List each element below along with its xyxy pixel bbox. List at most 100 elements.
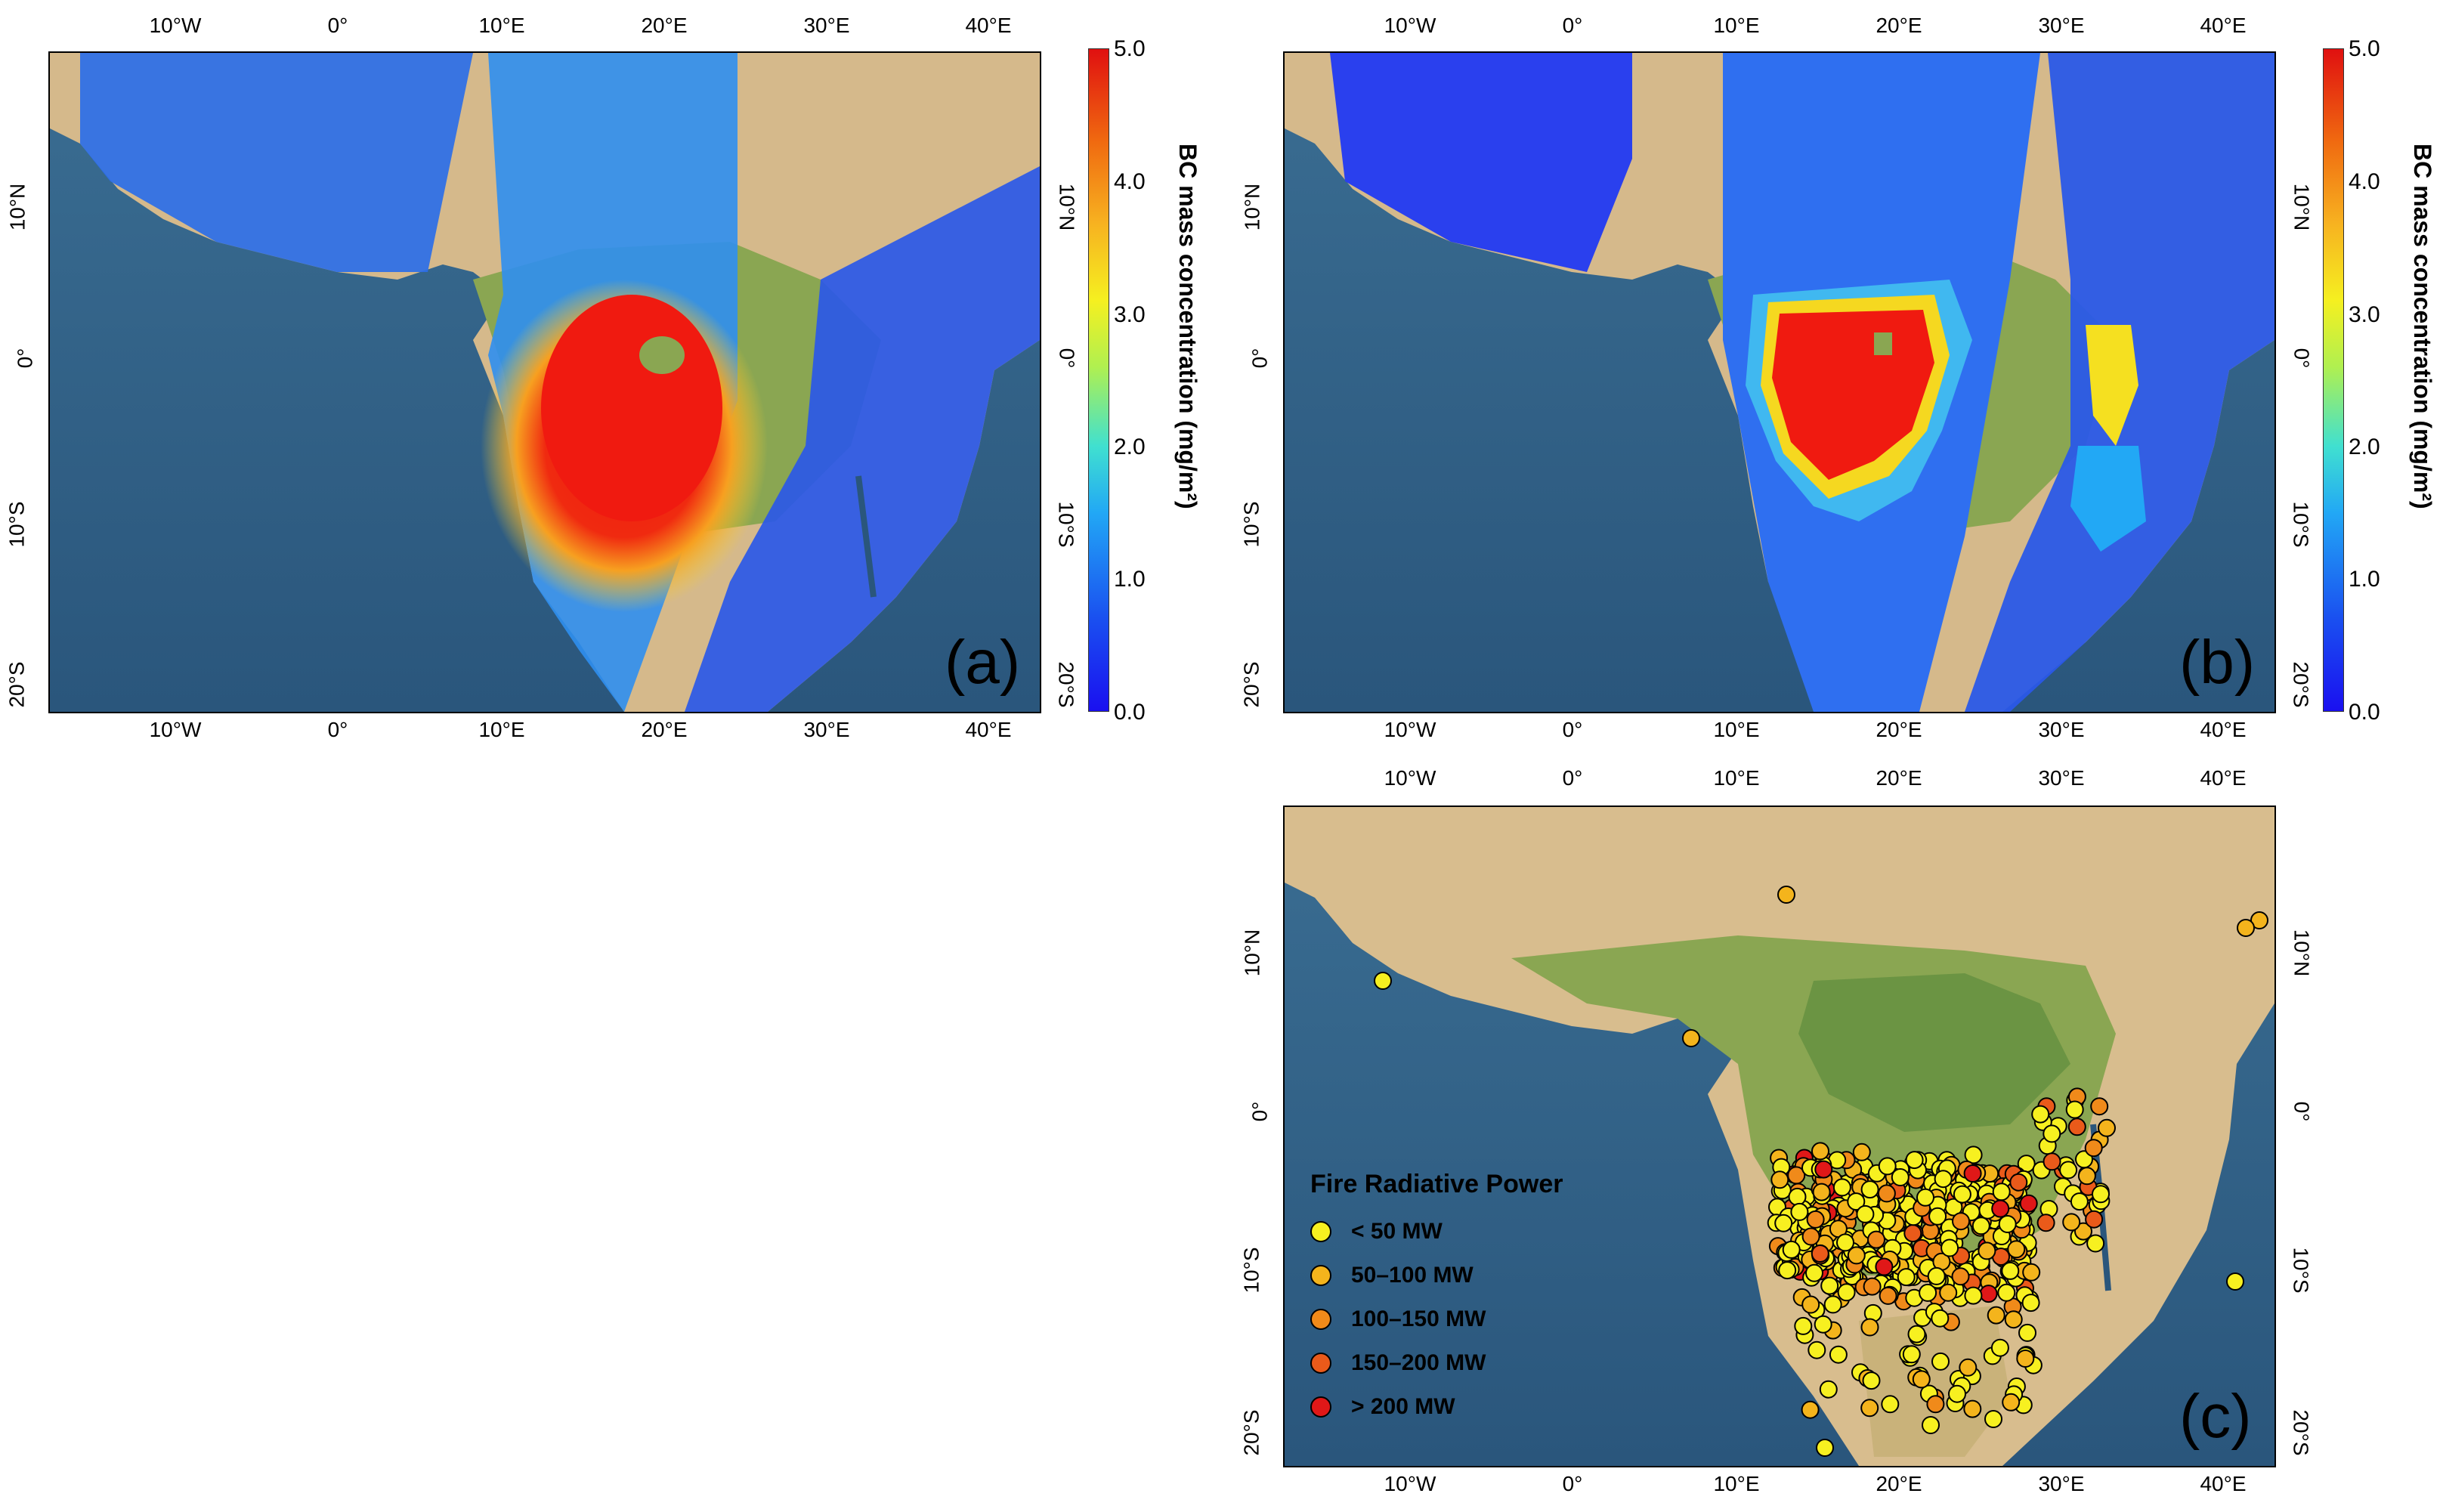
left-lat-tick: 10°S (1239, 1247, 1263, 1294)
fire-point (2021, 1294, 2040, 1313)
fire-point (1953, 1185, 1971, 1204)
top-lon-tick: 10°W (149, 14, 202, 37)
right-lat-tick: 10°N (2290, 183, 2314, 231)
fire-point (1860, 1318, 1879, 1337)
fire-point (2043, 1124, 2061, 1143)
legend-title: Fire Radiative Power (1310, 1170, 1563, 1198)
fire-points (1374, 886, 2268, 1457)
colorbar-tick: 1.0 (2349, 567, 2380, 592)
fire-point (2043, 1152, 2061, 1171)
right-lat-tick: 0° (2290, 1101, 2314, 1122)
fire-point (1978, 1241, 1996, 1260)
left-lat-tick: 20°S (1239, 661, 1263, 708)
colorbar-label: BC mass concentration (mg/m²) (1174, 144, 1201, 509)
top-lon-tick: 0° (1562, 766, 1583, 790)
bottom-lon-tick: 10°W (1384, 1472, 1436, 1495)
fire-point (1979, 1285, 1998, 1303)
fire-map-c (1283, 805, 2276, 1467)
fire-point (2002, 1393, 2021, 1412)
fire-point (1805, 1263, 1823, 1282)
bottom-lon-tick: 20°E (1876, 1472, 1922, 1495)
colorbar-tick: 5.0 (1114, 36, 1146, 61)
fire-point (1856, 1204, 1875, 1223)
fire-point (1990, 1338, 2009, 1357)
left-lat-tick: 10°S (5, 501, 29, 548)
right-lat-tick: 0° (2290, 348, 2314, 369)
right-lat-tick: 10°S (2289, 501, 2313, 548)
fire-point (1860, 1180, 1879, 1199)
fire-point (2009, 1173, 2028, 1192)
fire-point (1814, 1160, 1833, 1179)
colorbar-tick: 3.0 (1114, 302, 1146, 327)
fire-point (1770, 1170, 1789, 1189)
top-lon-tick: 0° (1562, 14, 1583, 37)
right-lat-tick: 10°S (2289, 1247, 2313, 1294)
fire-point (1963, 1164, 1982, 1183)
bottom-lon-tick: 10°E (1713, 1472, 1760, 1495)
fire-point (2019, 1194, 2038, 1213)
fire-point (2067, 1118, 2086, 1136)
fire-point (1940, 1238, 1959, 1257)
top-lon-tick: 40°E (2200, 766, 2247, 790)
top-lon-tick: 30°E (2038, 14, 2085, 37)
fire-point (1801, 1295, 1820, 1314)
fire-point (1811, 1142, 1829, 1161)
fire-point (2084, 1139, 2103, 1158)
fire-point (1879, 1286, 1897, 1305)
fire-point (1881, 1395, 1900, 1414)
bottom-lon-tick: 20°E (641, 718, 688, 741)
fire-point (1903, 1224, 1922, 1243)
fire-point (1992, 1183, 2011, 1201)
fire-point (1931, 1352, 1950, 1371)
map-canvas-b (1285, 53, 2274, 712)
fire-point (1998, 1215, 2017, 1233)
fire-point (1922, 1416, 1940, 1434)
legend-item: 100–150 MW (1310, 1297, 1563, 1341)
top-lon-tick: 10°E (1713, 766, 1760, 790)
legend-item: 150–200 MW (1310, 1341, 1563, 1385)
fire-point (1928, 1207, 1947, 1226)
top-lon-tick: 10°E (1713, 14, 1760, 37)
fire-point (1907, 1325, 1926, 1343)
fire-point (1819, 1380, 1838, 1399)
fire-point (1948, 1384, 1966, 1403)
top-lon-tick: 40°E (2200, 14, 2247, 37)
fire-point (2077, 1167, 2096, 1186)
fire-point (1912, 1370, 1931, 1389)
fire-point (1816, 1439, 1834, 1457)
right-lat-tick: 20°S (2289, 661, 2313, 708)
right-lat-tick: 10°S (1054, 501, 1078, 548)
fire-point (1927, 1266, 1946, 1285)
colorbar-a (1088, 48, 1109, 712)
top-lon-tick: 30°E (803, 14, 850, 37)
fire-point (1814, 1315, 1832, 1334)
fire-point (1902, 1345, 1921, 1364)
colorbar-tick: 4.0 (1114, 169, 1146, 194)
legend-item: < 50 MW (1310, 1210, 1563, 1254)
legend-label: 100–150 MW (1351, 1306, 1486, 1331)
fire-point (1847, 1192, 1866, 1211)
fire-point (2022, 1263, 2041, 1282)
fire-point (1832, 1178, 1851, 1197)
fire-point (1820, 1276, 1839, 1295)
fire-point (1788, 1187, 1807, 1206)
fire-point (1836, 1233, 1854, 1252)
bottom-lon-tick: 30°E (803, 718, 850, 741)
fire-point (1682, 1029, 1700, 1047)
fire-point (2092, 1185, 2110, 1204)
fire-point (1971, 1217, 1990, 1235)
colorbar-tick: 2.0 (1114, 434, 1146, 459)
colorbar-tick: 4.0 (2349, 169, 2380, 194)
panel-c: 10°W 0° 10°E 20°E 30°E 40°E Fire Radiati… (1235, 756, 2443, 1512)
legend-dot (1310, 1221, 1331, 1242)
fire-point (2004, 1310, 2023, 1329)
bottom-lon-tick: 40°E (2200, 718, 2247, 741)
bottom-lon-tick: 10°W (1384, 718, 1436, 741)
fire-point (1847, 1246, 1866, 1265)
colorbar-tick: 0.0 (1114, 700, 1146, 725)
left-lat-tick: 0° (1248, 1101, 1272, 1122)
top-lon-tick: 30°E (2038, 766, 2085, 790)
bottom-lon-tick: 40°E (2200, 1472, 2247, 1495)
bottom-lon-tick: 10°E (1713, 718, 1760, 741)
fire-point (2086, 1234, 2105, 1253)
